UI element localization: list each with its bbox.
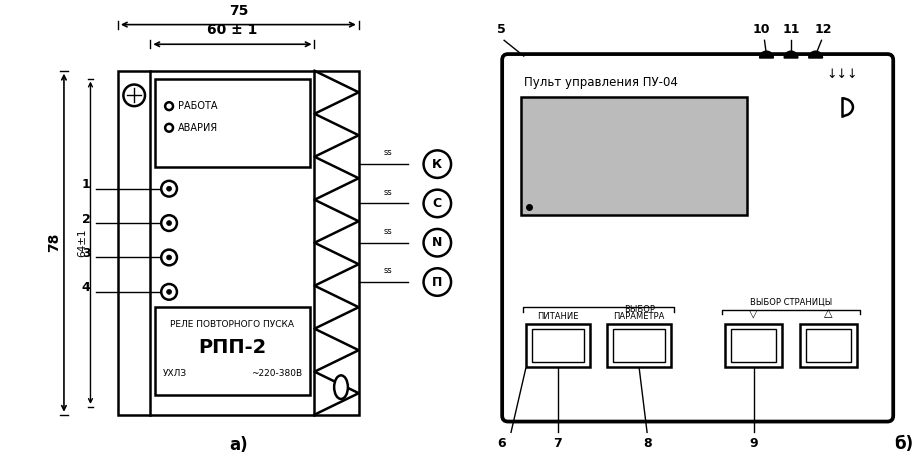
Text: ПИТАНИЕ: ПИТАНИЕ bbox=[537, 312, 578, 321]
Text: С: С bbox=[433, 197, 442, 210]
Text: УХЛЗ: УХЛЗ bbox=[164, 369, 187, 378]
Bar bbox=[725, 324, 782, 367]
Text: 10: 10 bbox=[753, 23, 770, 36]
Text: 11: 11 bbox=[782, 23, 800, 36]
Text: 4: 4 bbox=[82, 281, 90, 295]
Text: РПП-2: РПП-2 bbox=[199, 338, 267, 357]
Circle shape bbox=[424, 150, 451, 178]
Bar bbox=[531, 329, 584, 362]
Text: РЕЛЕ ПОВТОРНОГО ПУСКА: РЕЛЕ ПОВТОРНОГО ПУСКА bbox=[170, 320, 294, 329]
Text: 64±1: 64±1 bbox=[77, 228, 87, 257]
Text: 5: 5 bbox=[497, 23, 505, 36]
Bar bbox=[800, 324, 857, 367]
Text: ss: ss bbox=[384, 148, 392, 157]
Circle shape bbox=[424, 229, 451, 257]
Text: ВЫБОР: ВЫБОР bbox=[624, 306, 654, 315]
Ellipse shape bbox=[335, 376, 348, 399]
Circle shape bbox=[424, 268, 451, 296]
Wedge shape bbox=[809, 51, 823, 58]
Bar bbox=[607, 324, 671, 367]
FancyBboxPatch shape bbox=[502, 54, 893, 422]
Circle shape bbox=[161, 181, 177, 197]
Circle shape bbox=[424, 189, 451, 217]
Circle shape bbox=[165, 124, 173, 132]
Circle shape bbox=[166, 220, 172, 226]
Text: 6: 6 bbox=[497, 437, 505, 450]
Text: АВАРИЯ: АВАРИЯ bbox=[178, 123, 218, 133]
Wedge shape bbox=[784, 51, 798, 58]
Circle shape bbox=[161, 215, 177, 231]
Circle shape bbox=[166, 255, 172, 260]
Text: Пульт управления ПУ-04: Пульт управления ПУ-04 bbox=[524, 76, 677, 89]
Text: К: К bbox=[432, 158, 442, 170]
Text: △: △ bbox=[824, 308, 833, 318]
Text: 3: 3 bbox=[82, 247, 90, 260]
Text: 2: 2 bbox=[82, 213, 90, 226]
Circle shape bbox=[161, 284, 177, 300]
Text: 75: 75 bbox=[229, 4, 248, 18]
Text: 7: 7 bbox=[553, 437, 562, 450]
Text: ВЫБОР СТРАНИЦЫ: ВЫБОР СТРАНИЦЫ bbox=[750, 298, 833, 307]
Text: 9: 9 bbox=[749, 437, 758, 450]
Text: ss: ss bbox=[384, 227, 392, 236]
Bar bbox=[118, 71, 358, 415]
Text: ▽: ▽ bbox=[750, 308, 758, 318]
Circle shape bbox=[166, 186, 172, 191]
Circle shape bbox=[165, 102, 173, 110]
Text: ~220-380В: ~220-380В bbox=[251, 369, 301, 378]
Text: ss: ss bbox=[384, 266, 392, 275]
Bar bbox=[732, 329, 777, 362]
Text: 12: 12 bbox=[815, 23, 833, 36]
Circle shape bbox=[123, 85, 145, 106]
Bar bbox=[526, 324, 590, 367]
Text: б): б) bbox=[894, 436, 913, 453]
Text: а): а) bbox=[229, 436, 247, 454]
Circle shape bbox=[161, 249, 177, 265]
Text: ПАРАМЕТРА: ПАРАМЕТРА bbox=[614, 312, 665, 321]
Text: 78: 78 bbox=[47, 233, 62, 252]
Text: 8: 8 bbox=[642, 437, 652, 450]
Circle shape bbox=[166, 289, 172, 294]
Bar bbox=[155, 79, 310, 167]
Text: ss: ss bbox=[384, 188, 392, 197]
Text: П: П bbox=[432, 276, 443, 288]
Bar bbox=[613, 329, 665, 362]
Text: 60 ± 1: 60 ± 1 bbox=[208, 23, 257, 38]
Text: ↓↓↓: ↓↓↓ bbox=[826, 68, 857, 80]
Bar bbox=[806, 329, 851, 362]
Text: РАБОТА: РАБОТА bbox=[178, 101, 218, 111]
Text: 1: 1 bbox=[82, 178, 90, 191]
Bar bbox=[521, 97, 747, 215]
Bar bbox=[155, 307, 310, 395]
Text: N: N bbox=[432, 236, 443, 249]
Wedge shape bbox=[760, 51, 774, 58]
